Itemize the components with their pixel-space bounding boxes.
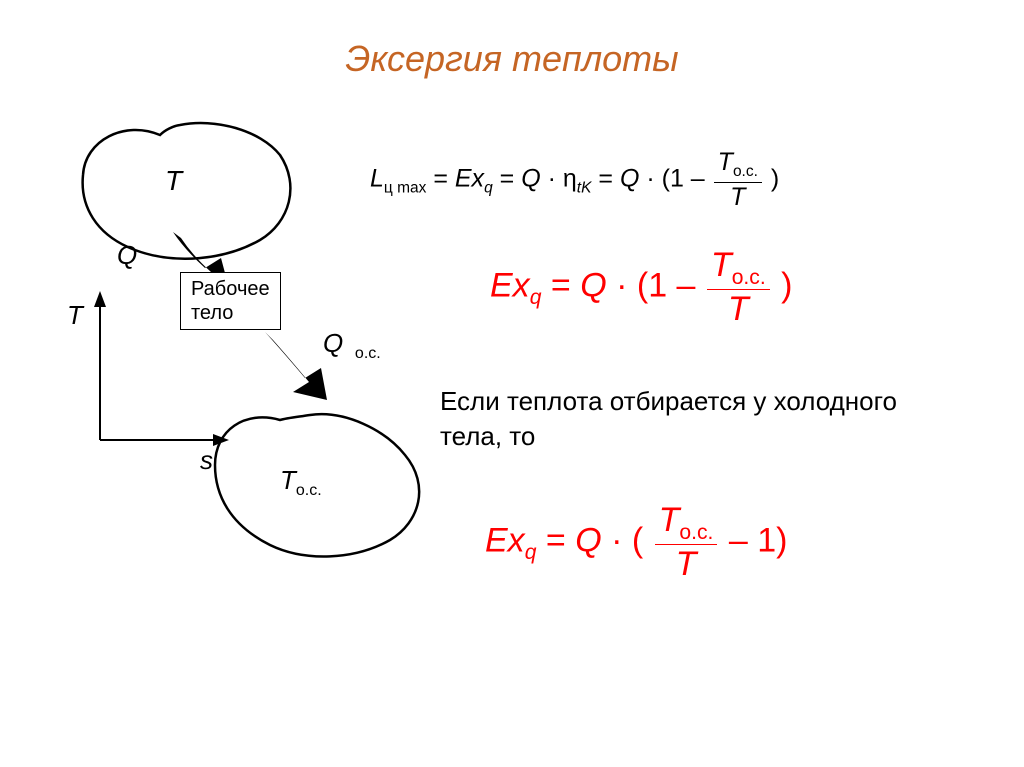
eq3-frac: Tо.с. T [655,503,718,582]
eq3-num-sub: о.с. [679,520,713,543]
eq2-num-sub: о.с. [732,265,766,288]
eq1-Q1: Q [521,164,540,192]
eq1-eta: η [563,164,577,192]
eq1-num-sub: о.с. [733,163,758,180]
eq2-Ex: Ex [490,266,530,304]
eq1-den: T [714,183,762,210]
equations-area: Lц max = Exq = Q · ηtK = Q · (1 – Tо.с. … [370,150,990,581]
axis-x-label: s [200,445,213,476]
eq1-Ex-sub: q [484,179,493,196]
equation-exergy-hot: Exq = Q · (1 – Tо.с. T ) [490,248,990,327]
cold-T: T [280,465,296,495]
eq2-Ex-sub: q [530,286,542,309]
eq1-eta-sub: tK [577,179,592,196]
eq1-L: L [370,164,384,192]
eq1-Ex: Ex [455,164,484,192]
eq2-den: T [707,290,770,326]
eq3-den: T [655,545,718,581]
condition-text: Если теплота отбирается у холодного тела… [440,384,930,454]
eq1-one: 1 [670,164,684,192]
equation-exergy-cold: Exq = Q · ( Tо.с. T – 1) [485,503,990,582]
eq2-num-T: T [711,246,732,284]
eq1-Q2: Q [620,164,639,192]
eq2-frac: Tо.с. T [707,248,770,327]
axis-y-label: T [67,300,83,331]
eq3-Ex: Ex [485,521,525,559]
eq1-num-T: T [718,148,733,176]
eq2-Q: Q [580,266,606,304]
eq2-one: 1 [648,266,667,304]
cold-reservoir-label: Tо.с. [280,465,322,500]
eq3-Q: Q [575,521,601,559]
eq3-one: 1 [757,521,776,559]
eq3-num-T: T [659,501,680,539]
eq1-L-sub: ц max [384,179,426,196]
page-title: Эксергия теплоты [0,38,1024,80]
eq3-Ex-sub: q [525,541,537,564]
ts-axes [65,275,265,475]
eq1-frac: Tо.с. T [714,150,762,210]
equation-lmax: Lц max = Exq = Q · ηtK = Q · (1 – Tо.с. … [370,150,990,210]
